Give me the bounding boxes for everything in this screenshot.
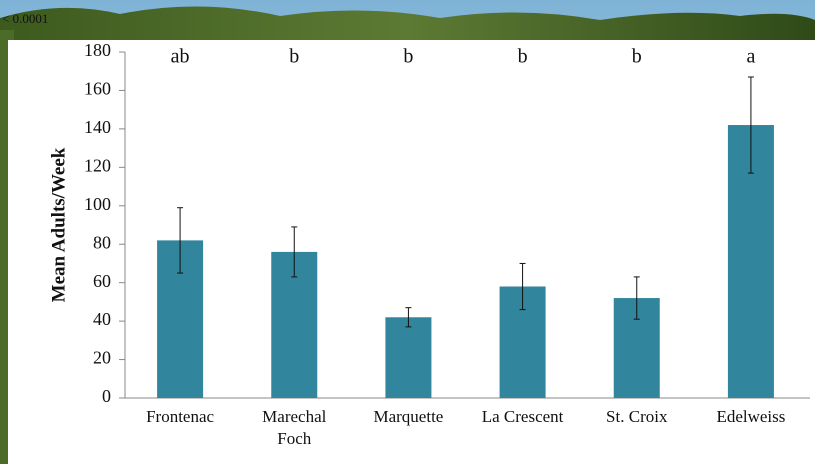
group-letter: b xyxy=(403,46,413,68)
chart-panel xyxy=(8,40,815,464)
y-tick-label: 40 xyxy=(93,309,111,329)
group-letter: ab xyxy=(171,46,190,68)
x-tick-label: La Crescent xyxy=(482,407,564,426)
chart: < 0.0001 Mean Adults/Week 0 20 40 60 80 100 12… xyxy=(0,0,815,464)
x-tick-label: Edelweiss xyxy=(716,407,785,426)
note: < 0.0001 xyxy=(2,11,48,26)
y-tick-label: 180 xyxy=(84,40,111,60)
y-tick-label: 120 xyxy=(84,155,111,175)
x-tick-label: Marquette xyxy=(373,407,443,426)
bar xyxy=(385,317,431,398)
page: < 0.0001 Mean Adults/Week 0 20 40 60 80 100 12… xyxy=(0,0,815,464)
group-letter: b xyxy=(632,46,642,68)
y-tick-label: 140 xyxy=(84,117,111,137)
y-axis-label: Mean Adults/Week xyxy=(48,147,69,302)
y-tick-label: 80 xyxy=(93,232,111,252)
y-tick-label: 0 xyxy=(102,386,111,406)
group-letter: a xyxy=(746,46,755,68)
x-tick-label: Frontenac xyxy=(146,407,214,426)
x-tick-label: St. Croix xyxy=(606,407,668,426)
y-tick-label: 20 xyxy=(93,348,111,368)
y-tick-label: 60 xyxy=(93,271,111,291)
group-letter: b xyxy=(518,46,528,68)
y-tick-label: 160 xyxy=(84,79,111,99)
y-tick-label: 100 xyxy=(84,194,111,214)
group-letter: b xyxy=(289,46,299,68)
